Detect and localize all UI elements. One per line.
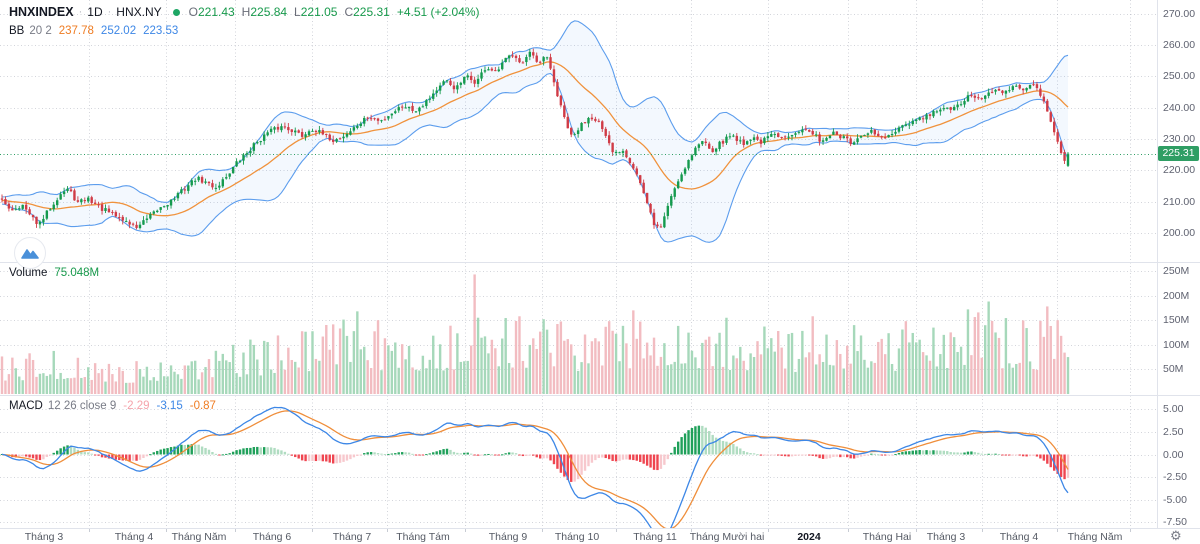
time-axis-label: Tháng 4 bbox=[114, 531, 154, 543]
bb-params: 20 2 bbox=[29, 24, 52, 37]
volume-tick-label: 50M bbox=[1163, 363, 1184, 376]
macd-tick-label: 0.00 bbox=[1163, 448, 1184, 461]
time-axis-label: Tháng 3 bbox=[926, 531, 966, 543]
macd-hist-value: -2.29 bbox=[123, 399, 150, 412]
legend-separator: · bbox=[107, 6, 112, 18]
price-tick-label: 210.00 bbox=[1163, 195, 1196, 208]
price-tick-label: 270.00 bbox=[1163, 7, 1196, 20]
volume-tick-label: 200M bbox=[1163, 289, 1190, 302]
macd-tick-label: 2.50 bbox=[1163, 425, 1184, 438]
time-axis-label: Tháng Hai bbox=[862, 531, 912, 543]
price-change: +4.51 (+2.04%) bbox=[396, 5, 480, 19]
indicator-name-bb[interactable]: BB bbox=[9, 24, 25, 37]
price-tick-label: 220.00 bbox=[1163, 164, 1196, 177]
time-axis-label: Tháng 10 bbox=[554, 531, 600, 543]
macd-tick-label: 5.00 bbox=[1163, 403, 1184, 416]
price-tick-label: 240.00 bbox=[1163, 101, 1196, 114]
exchange-name[interactable]: HNX.NY bbox=[116, 5, 162, 19]
indicator-name-macd[interactable]: MACD bbox=[9, 399, 43, 412]
volume-tick-label: 250M bbox=[1163, 265, 1190, 277]
time-axis-label: Tháng 11 bbox=[633, 531, 677, 543]
ohlc-open: O221.43 bbox=[188, 5, 235, 19]
bb-lower-value: 223.53 bbox=[143, 24, 179, 37]
price-tick-label: 250.00 bbox=[1163, 70, 1196, 83]
macd-tick-label: -2.50 bbox=[1163, 471, 1187, 484]
symbol-legend: HNXINDEX · 1D · HNX.NY O221.43 H225.84 L… bbox=[9, 4, 480, 20]
time-axis-label: Tháng 6 bbox=[252, 531, 292, 543]
time-axis-label: Tháng 9 bbox=[488, 531, 528, 543]
volume-tick-label: 150M bbox=[1163, 314, 1190, 327]
ohlc-low: L221.05 bbox=[294, 5, 338, 19]
time-axis-label: Tháng Năm bbox=[171, 531, 227, 543]
price-tick-label: 260.00 bbox=[1163, 39, 1196, 52]
timeframe[interactable]: 1D bbox=[87, 5, 103, 19]
ohlc-high: H225.84 bbox=[241, 5, 288, 19]
bb-upper-value: 252.02 bbox=[100, 24, 137, 37]
time-axis-label: Tháng Tám bbox=[396, 531, 450, 543]
price-tick-label: 200.00 bbox=[1163, 226, 1196, 239]
legend-separator: · bbox=[78, 6, 83, 18]
settings-gear-icon[interactable]: ⚙ bbox=[1170, 528, 1182, 543]
time-axis-label: Tháng 7 bbox=[332, 531, 372, 543]
time-axis-label: 2024 bbox=[797, 531, 821, 543]
macd-tick-label: -7.50 bbox=[1163, 516, 1187, 529]
macd-signal-value: -0.87 bbox=[189, 399, 216, 412]
macd-tick-label: -5.00 bbox=[1163, 493, 1187, 506]
macd-params: 12 26 close 9 bbox=[47, 399, 117, 412]
price-tick-label: 230.00 bbox=[1163, 133, 1196, 146]
symbol-name[interactable]: HNXINDEX bbox=[9, 5, 74, 19]
time-axis-label: Tháng Năm bbox=[1067, 531, 1123, 543]
indicator-name-volume[interactable]: Volume bbox=[9, 266, 48, 279]
time-axis-label: Tháng Mười hai bbox=[689, 531, 765, 543]
mountains-icon bbox=[21, 249, 39, 259]
bb-basis-value: 237.78 bbox=[58, 24, 94, 37]
bollinger-legend: BB 20 2 237.78 252.02 223.53 bbox=[9, 23, 178, 38]
ohlc-close: C225.31 bbox=[344, 5, 390, 19]
broker-logo-watermark bbox=[14, 237, 46, 269]
market-status-icon bbox=[172, 8, 180, 16]
current-price-badge: 225.31 bbox=[1158, 146, 1199, 162]
volume-tick-label: 100M bbox=[1163, 338, 1190, 351]
time-axis-label: Tháng 3 bbox=[24, 531, 64, 543]
macd-legend: MACD 12 26 close 9 -2.29 -3.15 -0.87 bbox=[9, 398, 216, 413]
volume-legend: Volume 75.048M bbox=[9, 265, 99, 280]
macd-line-value: -3.15 bbox=[156, 399, 183, 412]
volume-value: 75.048M bbox=[54, 266, 100, 279]
time-axis-label: Tháng 4 bbox=[999, 531, 1039, 543]
